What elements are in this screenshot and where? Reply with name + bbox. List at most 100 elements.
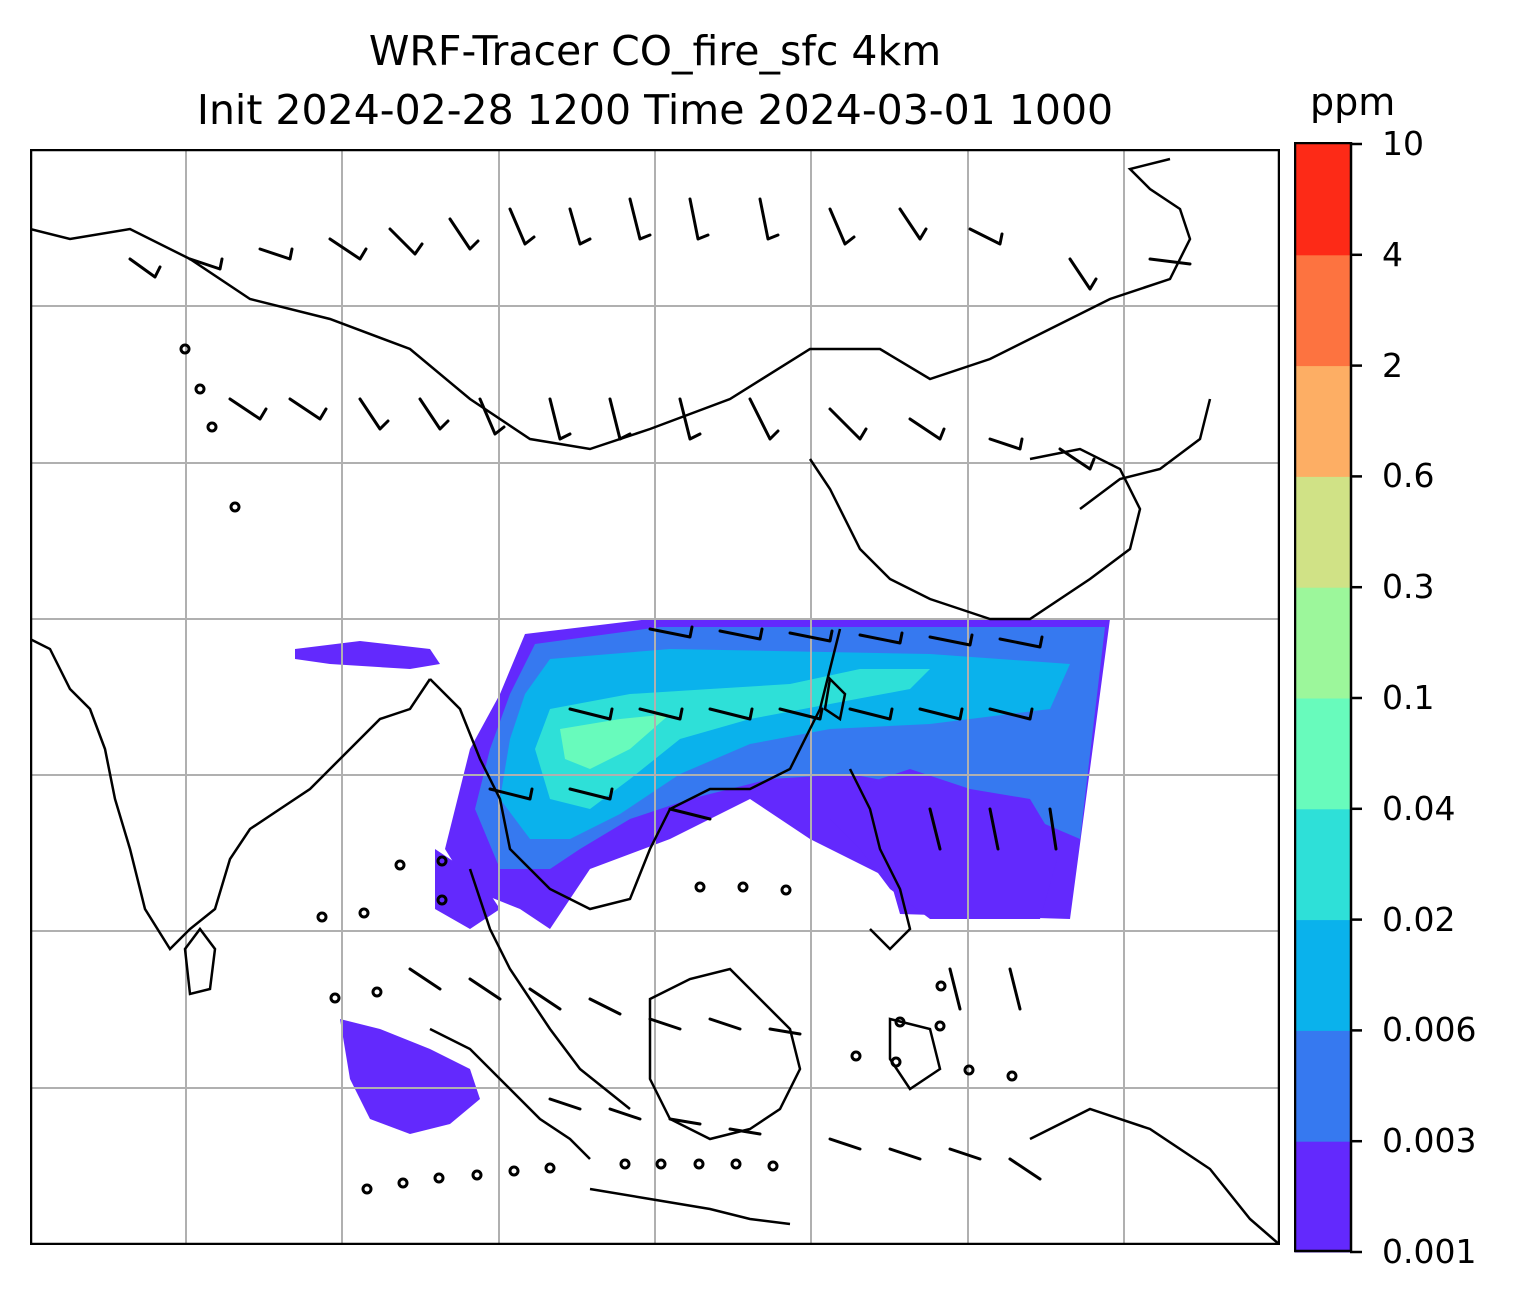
wind-barb (588, 997, 622, 1016)
wind-barb (648, 1017, 682, 1031)
plume-india (295, 641, 440, 669)
wind-barb (638, 707, 684, 721)
colorbar-swatch (1295, 1030, 1351, 1142)
calm-circle (206, 421, 218, 433)
wind-barb (728, 1127, 762, 1136)
wind-barb (648, 625, 694, 639)
wind-barb (358, 397, 390, 431)
wind-barb (568, 707, 614, 721)
wind-barb (988, 437, 1024, 451)
wind-barb (478, 397, 506, 436)
wind-barb (488, 787, 534, 801)
calm-circle (737, 881, 749, 893)
calm-circle (894, 1016, 906, 1028)
wind-barb (898, 207, 928, 241)
wind-barb (908, 417, 946, 441)
calm-circle (619, 1158, 631, 1170)
colorbar-unit: ppm (1310, 80, 1396, 124)
wind-barb (1048, 807, 1058, 851)
colorbar-tick-label: 0.6 (1382, 456, 1435, 496)
calm-circle (1006, 1070, 1018, 1082)
chart-subtitle: Init 2024-02-28 1200 Time 2024-03-01 100… (196, 86, 1114, 134)
coast-indochina (429, 628, 842, 911)
wind-barb (1068, 257, 1098, 291)
coast-taiwan (823, 676, 847, 722)
wind-barb (948, 1147, 982, 1161)
colorbar-tick-label: 0.3 (1382, 567, 1435, 607)
wind-barb (288, 397, 328, 421)
calm-circle (655, 1158, 667, 1170)
wind-barb (708, 1017, 742, 1031)
calm-circle (436, 894, 448, 906)
calm-circle (963, 1064, 975, 1076)
coastlines (30, 157, 1280, 1245)
wind-barb (548, 1097, 582, 1111)
coast-newguinea (1029, 1107, 1280, 1245)
wind-barb (988, 707, 1034, 721)
wind-barb (608, 1107, 642, 1121)
coast-sulawesi (888, 1017, 942, 1091)
calm-circle (229, 501, 241, 513)
chart-title: WRF-Tracer CO_fire_sfc 4km (368, 27, 942, 75)
colorbar-tick-label: 0.003 (1382, 1121, 1477, 1161)
calm-circle (935, 980, 947, 992)
wind-barb (918, 707, 964, 721)
wind-barb (758, 197, 780, 241)
wind-barb (888, 1147, 922, 1161)
colorbar-swatch (1295, 808, 1351, 921)
coast-japan (1079, 398, 1212, 510)
colorbar-swatch (1295, 587, 1351, 699)
calm-circle (397, 1177, 409, 1189)
map-panel (30, 149, 1280, 1245)
wind-barb (448, 217, 480, 251)
wind-barb (608, 397, 632, 441)
calm-circle (358, 907, 370, 919)
calm-circle (329, 992, 341, 1004)
colorbar-swatch (1295, 144, 1351, 256)
wind-barb (708, 707, 754, 721)
calm-circle (394, 859, 406, 871)
wind-barb (1008, 1157, 1042, 1181)
wind-barbs (128, 197, 1192, 1181)
wind-barb (678, 397, 702, 441)
wind-barb (508, 207, 536, 246)
wind-barb (328, 237, 368, 261)
colorbar-swatch (1295, 698, 1351, 810)
wind-barb (128, 257, 162, 279)
calm-circle (767, 1160, 779, 1172)
calm-circle (194, 383, 206, 395)
calm-circle (693, 1158, 705, 1170)
coast-china (30, 157, 1192, 451)
wind-barb (858, 631, 904, 645)
wind-barb (928, 807, 942, 851)
colorbar-tick-label: 10 (1382, 124, 1424, 163)
wind-barb (388, 227, 424, 256)
colorbar-tick-label: 0.1 (1382, 678, 1435, 717)
calm-circle (890, 1056, 902, 1068)
wind-barb (788, 629, 834, 643)
calm-circle (433, 1172, 445, 1184)
calm-circle (179, 343, 191, 355)
colorbar-tick-label: 0.001 (1382, 1232, 1477, 1271)
colorbar-tick-label: 0.04 (1382, 788, 1456, 828)
calm-wind-markers (179, 343, 1018, 1195)
colorbar-tick-label: 0.02 (1382, 899, 1456, 939)
wind-barb (828, 207, 856, 246)
wind-barb (668, 1117, 702, 1126)
wind-barb (988, 807, 1000, 851)
calm-circle (436, 855, 448, 867)
colorbar-swatch (1295, 476, 1351, 588)
wind-barb (748, 397, 780, 441)
wind-barb (628, 197, 652, 241)
calm-circle (361, 1183, 373, 1195)
coast-srilanka (183, 926, 217, 996)
plume-south-sea (830, 769, 1060, 919)
calm-circle (694, 881, 706, 893)
colorbar-tick-label: 2 (1382, 345, 1403, 385)
wind-barb (528, 987, 562, 1011)
coast-borneo (648, 967, 802, 1141)
wind-barb (568, 787, 614, 801)
calm-circle (934, 1020, 946, 1032)
coast-india (30, 637, 432, 951)
wind-barb (408, 967, 442, 991)
